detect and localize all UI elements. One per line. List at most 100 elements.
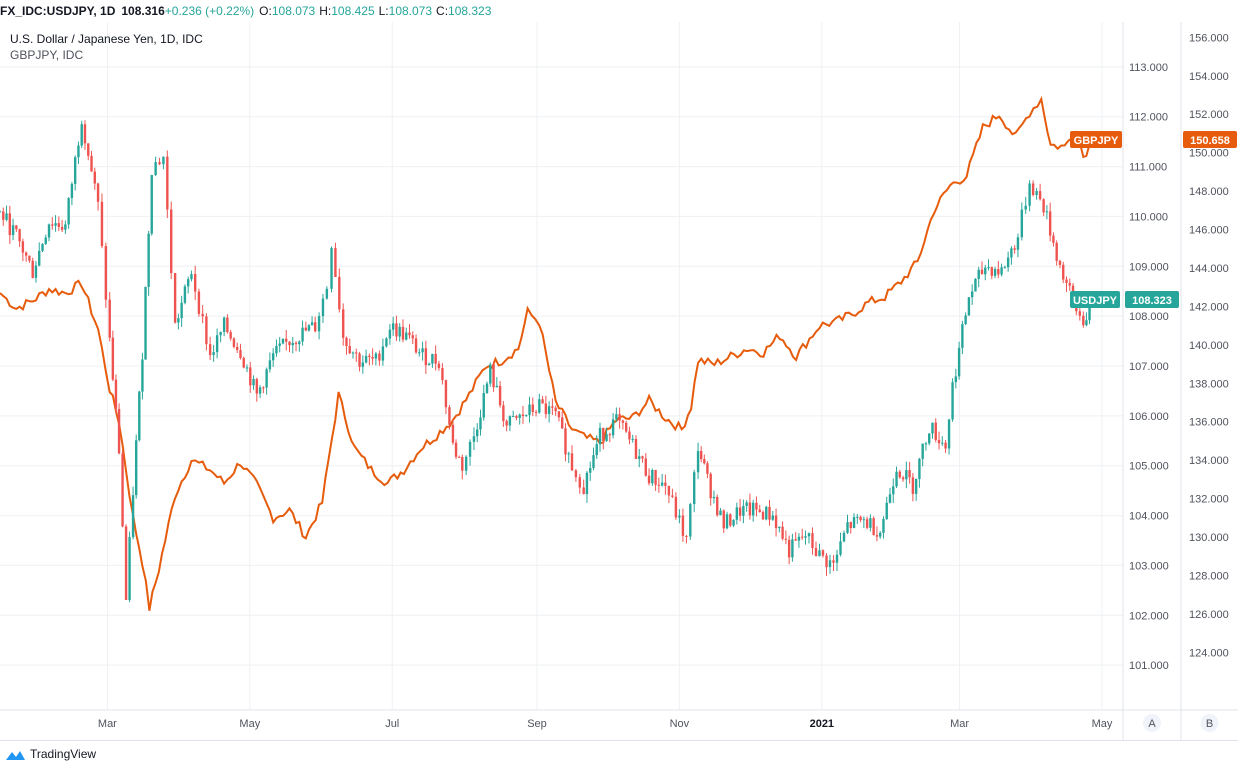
candle-body <box>222 317 226 332</box>
candle-body <box>173 273 177 323</box>
x-tick-label: Jul <box>385 718 399 730</box>
candle-body <box>888 494 892 503</box>
scale-a-button-label: A <box>1148 718 1156 730</box>
symbol-title[interactable]: FX_IDC:USDJPY, 1D <box>0 4 116 18</box>
candle-body <box>444 380 448 408</box>
series-line-gbpjpy <box>0 95 1094 611</box>
tradingview-logo-text: TradingView <box>30 747 97 761</box>
candle-body <box>934 422 937 440</box>
candle-body <box>144 286 147 360</box>
candle-body <box>1042 199 1045 213</box>
candle-body <box>278 343 281 346</box>
candle-body <box>268 360 272 370</box>
candle-body <box>984 267 987 275</box>
candle-body <box>977 269 980 279</box>
scale-a-button[interactable] <box>1143 714 1161 732</box>
candle-body <box>797 536 801 541</box>
candle-body <box>804 536 807 538</box>
candle-body <box>0 211 2 213</box>
high-value: 108.425 <box>331 4 375 18</box>
candle-body <box>138 391 141 441</box>
candle-body <box>5 213 8 220</box>
candle-body <box>147 233 150 287</box>
series-name-tag-gbpjpy <box>1070 131 1122 149</box>
candle-body <box>304 327 308 331</box>
candle-body <box>712 496 716 499</box>
candle-body <box>54 223 57 226</box>
last-value-tag-text-gbpjpy: 150.658 <box>1190 135 1230 147</box>
candle-body <box>405 332 408 340</box>
candle-body <box>232 338 236 347</box>
candle-body <box>997 269 1000 275</box>
candle-body <box>842 532 846 542</box>
candle-body <box>131 495 135 538</box>
tradingview-logo[interactable]: TradingView <box>4 747 96 761</box>
candle-body <box>528 404 531 416</box>
candle-body <box>735 507 739 520</box>
candle-body <box>141 359 144 392</box>
candle-body <box>872 518 875 536</box>
candle-body <box>90 155 93 172</box>
candle-body <box>828 560 832 568</box>
scale-b-tick-label: 142.000 <box>1189 301 1229 313</box>
candle-body <box>794 539 797 541</box>
scale-b-tick-label: 140.000 <box>1189 340 1229 352</box>
candle-body <box>457 456 461 458</box>
scale-a-tick-label: 109.000 <box>1129 261 1169 273</box>
candle-body <box>681 515 685 536</box>
candle-body <box>70 183 74 199</box>
candle-body <box>781 526 784 539</box>
candle-body <box>787 539 791 558</box>
candle-body <box>51 224 54 226</box>
scale-b-tick-label: 132.000 <box>1189 494 1229 506</box>
scale-b-button[interactable] <box>1200 714 1219 732</box>
candle-body <box>554 407 557 412</box>
candle-body <box>437 363 441 369</box>
candle-body <box>791 539 794 558</box>
candle-body <box>205 316 208 345</box>
candle-body <box>8 213 12 236</box>
candle-body <box>518 414 521 418</box>
candle-body <box>541 399 544 404</box>
candle-body <box>628 431 631 440</box>
scale-b-tick-label: 156.000 <box>1189 32 1229 44</box>
candle-body <box>944 442 947 449</box>
scale-b-tick-label: 126.000 <box>1189 609 1229 621</box>
candle-body <box>654 469 657 485</box>
candle-body <box>348 346 351 354</box>
series-name-tag-usdjpy <box>1070 291 1120 309</box>
x-tick-label: Mar <box>98 718 117 730</box>
candle-body <box>515 416 518 418</box>
candle-body <box>605 434 608 441</box>
candle-body <box>771 515 774 520</box>
scale-a-tick-label: 107.000 <box>1129 361 1169 373</box>
symbol-header: FX_IDC:USDJPY, 1D 108.316+0.236 (+0.22%) O… <box>0 0 1238 22</box>
candle-body <box>1082 315 1085 326</box>
candle-body <box>892 486 895 495</box>
candle-body <box>856 516 859 518</box>
candle-body <box>190 274 193 280</box>
candle-body <box>937 439 941 444</box>
candle-body <box>1045 211 1049 213</box>
candle-body <box>385 338 388 347</box>
candle-body <box>104 246 108 300</box>
candle-body <box>678 515 681 518</box>
scale-b-tick-label: 150.000 <box>1189 148 1229 160</box>
candle-body <box>895 471 898 487</box>
price-chart[interactable]: 101.000 102.000 103.000 104.000 105.000 106.0… <box>0 22 1238 740</box>
candle-body <box>451 424 455 443</box>
candle-body <box>21 241 25 253</box>
candle-body <box>511 416 515 418</box>
candle-body <box>47 224 51 238</box>
candle-body <box>15 225 18 230</box>
candle-body <box>993 269 997 276</box>
candle-body <box>208 344 212 356</box>
candle-body <box>313 322 317 332</box>
candle-body <box>441 368 444 381</box>
candle-body <box>249 367 252 386</box>
candle-body <box>574 470 578 478</box>
candle-body <box>667 485 671 496</box>
candle-body <box>859 516 862 520</box>
candle-body <box>595 444 598 456</box>
candle-body <box>692 472 696 505</box>
